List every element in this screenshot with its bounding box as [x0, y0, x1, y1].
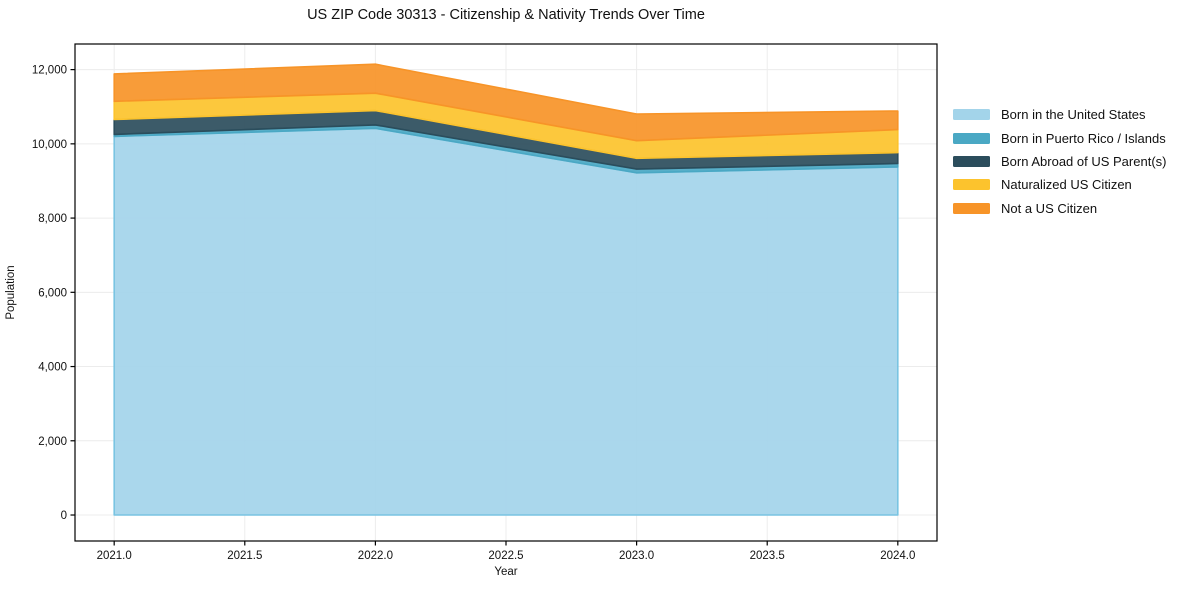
y-tick-label: 6,000 — [38, 287, 67, 299]
x-tick-label: 2023.0 — [619, 550, 654, 562]
y-tick-label: 8,000 — [38, 213, 67, 225]
y-tick-label: 2,000 — [38, 436, 67, 448]
area-born-in-the-united-states — [113, 127, 899, 516]
legend-item: Born in the United States — [953, 103, 1166, 126]
legend-item: Born in Puerto Rico / Islands — [953, 126, 1166, 149]
legend-item: Born Abroad of US Parent(s) — [953, 150, 1166, 173]
y-tick-label: 12,000 — [32, 65, 67, 77]
x-tick-label: 2021.5 — [227, 550, 262, 562]
legend-label: Naturalized US Citizen — [1001, 177, 1132, 193]
x-tick-label: 2021.0 — [97, 550, 132, 562]
legend-label: Born in the United States — [1001, 107, 1146, 123]
y-tick-label: 4,000 — [38, 362, 67, 374]
legend-swatch — [953, 202, 990, 214]
legend-item: Naturalized US Citizen — [953, 173, 1166, 196]
x-tick-label: 2022.0 — [358, 550, 393, 562]
y-tick-label: 10,000 — [32, 139, 67, 151]
area-not-a-us-citizen — [113, 63, 899, 142]
x-tick-label: 2022.5 — [488, 550, 523, 562]
x-axis-label: Year — [494, 566, 517, 578]
legend-swatch — [953, 132, 990, 144]
legend-label: Not a US Citizen — [1001, 200, 1098, 216]
chart-title: US ZIP Code 30313 - Citizenship & Nativi… — [307, 7, 705, 23]
y-tick-label: 0 — [61, 510, 67, 522]
legend-item: Not a US Citizen — [953, 197, 1166, 220]
legend-label: Born Abroad of US Parent(s) — [1001, 153, 1167, 169]
x-tick-label: 2024.0 — [880, 550, 915, 562]
y-axis-label: Population — [5, 265, 17, 319]
legend-label: Born in Puerto Rico / Islands — [1001, 130, 1166, 146]
x-tick-label: 2023.5 — [750, 550, 785, 562]
legend-swatch — [953, 179, 990, 191]
legend-swatch — [953, 109, 990, 121]
legend-swatch — [953, 155, 990, 167]
legend: Born in the United States Born in Puerto … — [953, 103, 1166, 220]
